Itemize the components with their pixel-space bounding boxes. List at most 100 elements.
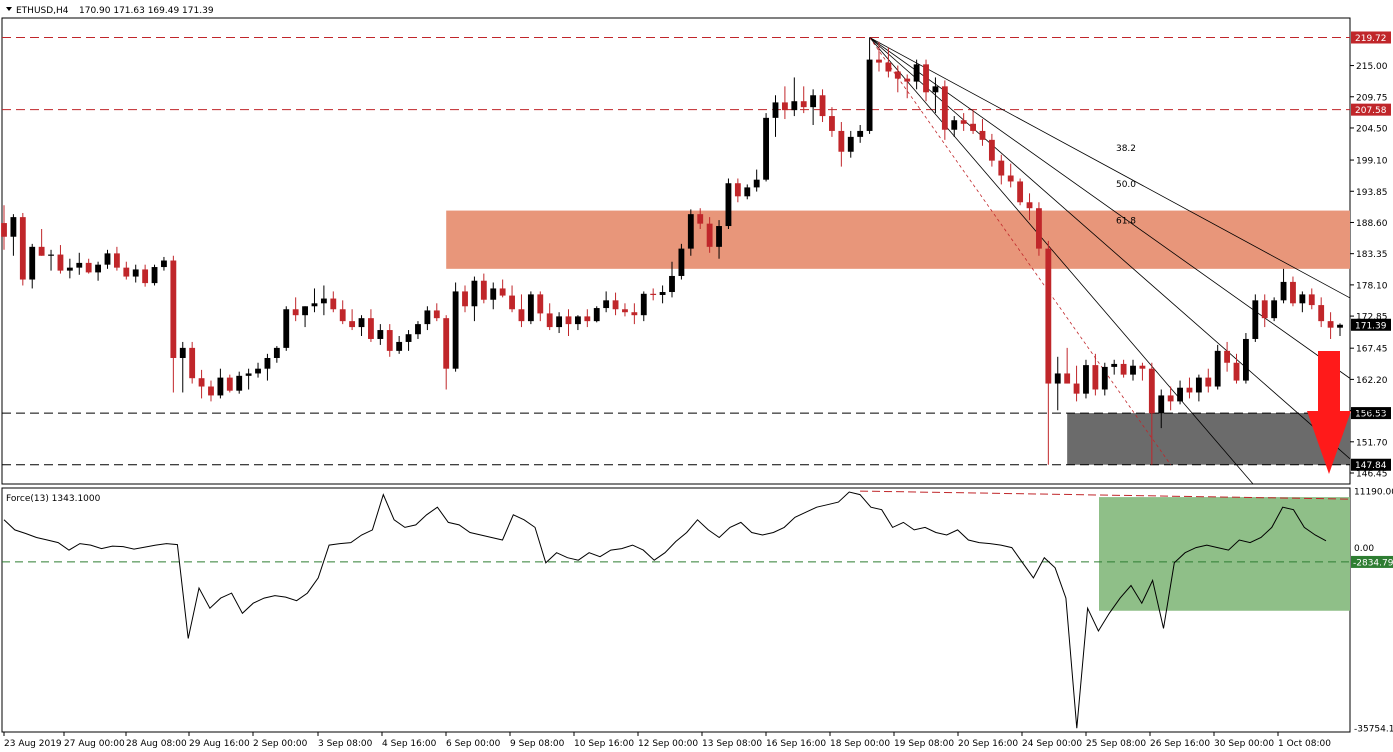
- candle-body-15: [142, 269, 149, 284]
- time-tick-label-17: 25 Sep 08:00: [1086, 739, 1146, 749]
- fan-label-2: 38.2: [1116, 144, 1136, 154]
- time-axis: 23 Aug 2019 27 Aug 00:00 28 Aug 08:00 29 Au…: [3, 732, 1331, 749]
- candle-body-25: [236, 375, 243, 391]
- candle-body-1: [10, 217, 17, 237]
- candle-body-19: [179, 347, 186, 358]
- candle-body-64: [603, 300, 610, 309]
- force-level-tag-0: -2834.79: [1353, 558, 1393, 568]
- price-tick-label-10: 162.20: [1356, 376, 1388, 386]
- chart-header: ETHUSD,H4 170.90 171.63 169.49 171.39: [6, 6, 214, 16]
- candle-body-39: [368, 318, 374, 339]
- candle-body-129: [1214, 350, 1221, 387]
- candle-body-5: [48, 254, 54, 256]
- candle-body-127: [1195, 377, 1202, 393]
- candle-body-70: [659, 292, 666, 295]
- candle-body-139: [1308, 294, 1315, 306]
- candle-body-126: [1186, 387, 1193, 393]
- force-zone: [1099, 497, 1350, 611]
- candle-body-46: [433, 310, 440, 319]
- resistance-zone: [446, 210, 1351, 269]
- candle-body-4: [38, 246, 45, 256]
- price-tick-label-4: 193.85: [1356, 188, 1388, 198]
- current-price-tag: 171.39: [1355, 321, 1387, 331]
- candle-body-79: [744, 187, 751, 197]
- time-tick-label-19: 30 Sep 00:00: [1214, 739, 1274, 749]
- candle-body-53: [499, 288, 506, 296]
- candle-body-48: [452, 291, 459, 369]
- fan-label-1: 50.0: [1116, 180, 1136, 190]
- price-tick-label-12: 151.70: [1356, 438, 1388, 448]
- symbol-dropdown-icon[interactable]: [6, 7, 12, 11]
- time-tick-label-4: 2 Sep 00:00: [253, 739, 308, 749]
- support-zone: [1067, 413, 1350, 465]
- candle-body-130: [1224, 350, 1231, 363]
- candle-body-30: [283, 309, 290, 348]
- candle-body-94: [885, 62, 892, 72]
- ohlc-readout: 170.90 171.63 169.49 171.39: [79, 6, 214, 16]
- candle-body-41: [386, 330, 393, 351]
- candle-body-123: [1158, 395, 1165, 414]
- force-tick-label-2: -35754.1: [1354, 725, 1393, 735]
- candle-body-28: [264, 357, 271, 369]
- bearish-arrow-icon: [1307, 351, 1351, 474]
- level-tag-1: 207.58: [1355, 106, 1387, 116]
- candle-body-128: [1205, 377, 1212, 387]
- price-tick-label-6: 183.35: [1356, 250, 1388, 260]
- candle-body-141: [1327, 321, 1334, 328]
- time-tick-label-16: 24 Sep 00:00: [1022, 739, 1082, 749]
- force-tick-label-1: 0.00: [1354, 544, 1374, 554]
- candle-body-0: [1, 223, 7, 237]
- fan-line-0: [869, 37, 1351, 460]
- candle-body-47: [443, 318, 450, 369]
- candle-body-73: [687, 214, 694, 249]
- candle-body-106: [998, 160, 1005, 176]
- level-tag-bg-0: [1351, 31, 1391, 44]
- candle-body-97: [913, 64, 920, 82]
- candle-body-29: [273, 347, 280, 358]
- candle-body-8: [76, 262, 83, 268]
- candle-body-74: [697, 214, 704, 224]
- candle-body-86: [810, 95, 817, 108]
- candle-body-69: [650, 293, 657, 295]
- candle-body-102: [960, 120, 967, 124]
- time-tick-label-5: 3 Sep 08:00: [318, 739, 373, 749]
- force-line: [3, 491, 1327, 729]
- time-tick-label-15: 20 Sep 16:00: [958, 739, 1018, 749]
- candle-body-84: [791, 101, 798, 111]
- symbol-title: ETHUSD,H4: [16, 6, 69, 16]
- candle-body-23: [217, 377, 224, 396]
- candle-body-37: [349, 321, 356, 328]
- candle-body-134: [1261, 300, 1268, 319]
- candle-body-55: [518, 309, 525, 322]
- candle-body-60: [565, 316, 572, 325]
- level-tag-bg-3: [1351, 458, 1391, 471]
- candle-body-16: [151, 267, 158, 284]
- candle-body-101: [951, 120, 958, 130]
- candle-body-125: [1177, 387, 1183, 402]
- candle-body-112: [1054, 373, 1061, 384]
- price-tick-label-5: 188.60: [1356, 219, 1388, 229]
- candle-body-18: [170, 260, 177, 358]
- time-tick-label-3: 29 Aug 16:00: [189, 739, 250, 749]
- force-tick-label-0: 11190.00: [1354, 488, 1393, 498]
- candle-body-38: [358, 318, 365, 328]
- candle-body-21: [198, 378, 205, 387]
- candle-body-13: [123, 267, 130, 277]
- force-panel: Force(13) 1343.1000 -2834.79 11190.00 0.00…: [1, 487, 1393, 735]
- candle-body-10: [95, 264, 102, 273]
- candle-body-96: [904, 78, 911, 82]
- candle-body-20: [189, 347, 196, 379]
- level-tag-2: 156.53: [1355, 410, 1387, 420]
- candle-body-121: [1139, 365, 1146, 369]
- candle-body-78: [734, 183, 741, 197]
- candle-body-92: [866, 59, 873, 131]
- candle-body-11: [104, 253, 111, 265]
- time-tick-label-6: 4 Sep 16:00: [382, 739, 437, 749]
- candle-body-51: [480, 280, 487, 300]
- candle-body-67: [631, 312, 638, 316]
- candle-body-49: [462, 291, 468, 307]
- candle-body-124: [1167, 395, 1174, 402]
- time-tick-label-9: 10 Sep 16:00: [574, 739, 634, 749]
- candle-body-61: [574, 316, 581, 325]
- candle-body-136: [1280, 281, 1287, 301]
